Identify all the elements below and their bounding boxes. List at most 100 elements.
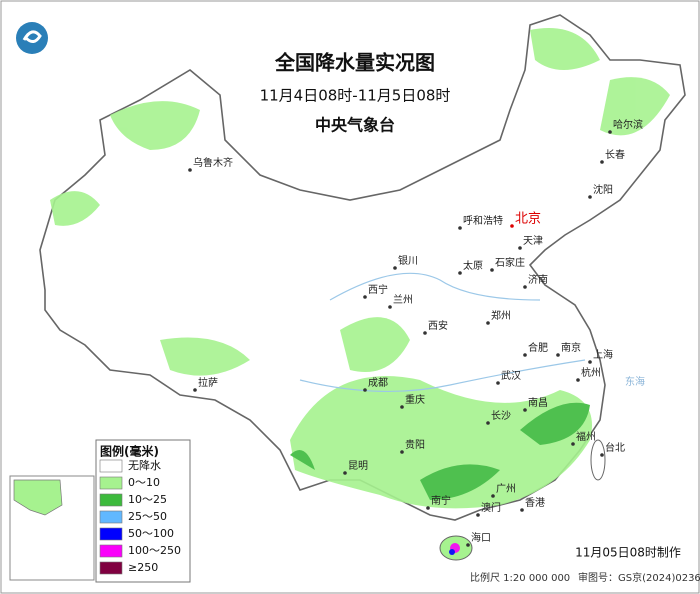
city-dot	[600, 160, 604, 164]
city-dot	[608, 130, 612, 134]
city-dot	[520, 508, 524, 512]
city-dot	[571, 442, 575, 446]
legend-swatch	[99, 459, 123, 473]
legend-label: 0～10	[128, 476, 160, 489]
city-dot	[496, 381, 500, 385]
city-label: 沈阳	[593, 183, 613, 196]
city-dot	[523, 408, 527, 412]
legend-label: ≥250	[128, 561, 158, 574]
city-label: 长春	[605, 149, 625, 161]
city-label: 杭州	[581, 366, 601, 379]
city-label: 澳门	[481, 501, 501, 514]
city-dot	[400, 405, 404, 409]
city-dot	[466, 543, 470, 547]
city-label: 合肥	[528, 341, 548, 354]
period: 11月4日08时-11月5日08时	[260, 87, 451, 105]
city-dot	[523, 353, 527, 357]
legend-label: 100～250	[128, 544, 181, 557]
city-label: 郑州	[491, 309, 511, 322]
city-dot	[193, 388, 197, 392]
city-dot	[388, 305, 392, 309]
approval-number: 审图号：GS京(2024)0236号	[578, 571, 700, 584]
city-dot	[188, 168, 192, 172]
city-dot	[458, 271, 462, 275]
river	[299, 359, 586, 392]
legend-swatch	[99, 561, 123, 575]
city-label: 南宁	[431, 494, 451, 507]
city-label: 重庆	[405, 393, 425, 406]
city-label: 天津	[523, 235, 543, 247]
city-label: 拉萨	[198, 376, 218, 389]
city-dot	[510, 224, 514, 228]
sea-label: 东海	[625, 375, 645, 388]
legend-swatch	[99, 510, 123, 524]
city-dot	[393, 266, 397, 270]
legend-swatch	[99, 544, 123, 558]
city-label: 广州	[496, 483, 516, 495]
city-label: 台北	[605, 441, 625, 454]
city-dot	[556, 353, 560, 357]
logo	[16, 22, 48, 54]
city-label: 济南	[528, 273, 548, 286]
city-dot	[363, 295, 367, 299]
city-dot	[518, 246, 522, 250]
city-label: 北京	[515, 212, 541, 227]
city-dot	[486, 321, 490, 325]
city-dot	[343, 471, 347, 475]
city-dot	[588, 360, 592, 364]
city-dot	[600, 453, 604, 457]
city-dot	[476, 513, 480, 517]
city-dot	[363, 388, 367, 392]
city-dot	[423, 331, 427, 335]
city-label: 石家庄	[495, 256, 525, 269]
title: 全国降水量实况图	[274, 51, 435, 75]
legend-swatch	[99, 527, 123, 541]
legend-label: 无降水	[128, 458, 161, 472]
city-dot	[400, 450, 404, 454]
legend-swatch	[99, 476, 123, 490]
legend-label: 10～25	[128, 493, 167, 506]
city-label: 福州	[576, 430, 596, 443]
legend-label: 25～50	[128, 510, 167, 523]
city-label: 乌鲁木齐	[193, 156, 233, 169]
city-label: 贵阳	[405, 438, 425, 451]
city-label: 昆明	[348, 460, 368, 472]
city-label: 海口	[471, 531, 491, 544]
city-label: 兰州	[393, 293, 413, 306]
city-dot	[490, 268, 494, 272]
city-label: 上海	[593, 348, 613, 361]
legend-label: 50～100	[128, 527, 174, 540]
city-label: 太原	[463, 259, 483, 272]
city-label: 武汉	[501, 369, 521, 382]
china-land	[39, 14, 686, 521]
city-label: 成都	[368, 377, 388, 389]
city-dot	[426, 506, 430, 510]
rain-areas	[50, 28, 670, 555]
scale: 比例尺 1:20 000 000	[470, 571, 570, 584]
city-dot	[486, 421, 490, 425]
legend: 图例(毫米) 无降水 0～10 10～25 25～50 50～100 100～250 ≥25…	[95, 439, 191, 583]
city-label: 呼和浩特	[463, 215, 503, 227]
city-label: 长沙	[491, 410, 511, 422]
legend-title: 图例(毫米)	[100, 444, 159, 459]
city-dot	[576, 378, 580, 382]
city-label: 香港	[525, 497, 545, 509]
city-label: 南昌	[528, 396, 548, 409]
city-dot	[491, 494, 495, 498]
city-dot	[458, 226, 462, 230]
river	[329, 272, 541, 301]
city-dot	[588, 195, 592, 199]
inset-land	[13, 479, 63, 516]
city-label: 西安	[428, 319, 448, 332]
city-label: 哈尔滨	[613, 118, 643, 131]
city-label: 银川	[398, 254, 418, 267]
made-time: 11月05日08时制作	[575, 546, 681, 560]
taiwan	[590, 439, 606, 481]
city-label: 南京	[561, 341, 581, 354]
city-label: 西宁	[368, 283, 388, 296]
issuer: 中央气象台	[315, 116, 395, 135]
legend-swatch	[99, 493, 123, 507]
city-dot	[523, 285, 527, 289]
